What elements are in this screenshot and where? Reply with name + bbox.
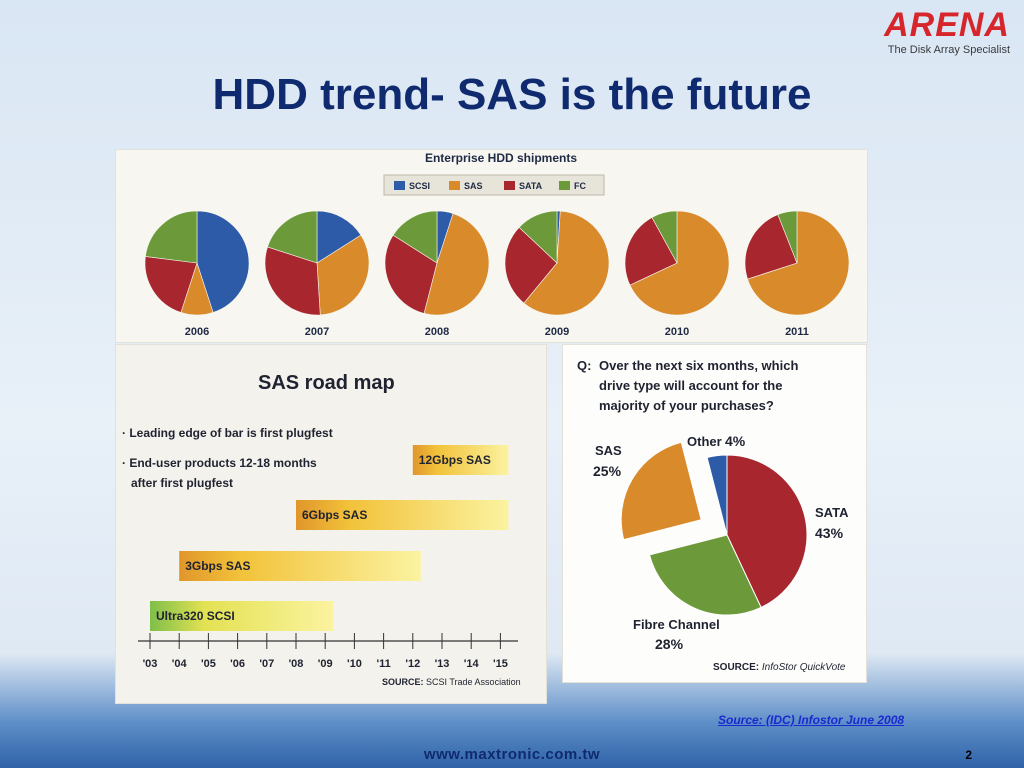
pie-slice-2009-fc (518, 210, 558, 264)
pie-slice-2006-scsi (196, 210, 250, 313)
logo-wordmark: ARENA (884, 6, 1010, 44)
footer-url: www.maxtronic.com.tw (423, 746, 601, 763)
slice-category-label: SATA (815, 505, 849, 520)
roadmap-bar (412, 445, 509, 475)
x-tick-label: '13 (435, 658, 450, 670)
question-prefix: Q: (577, 358, 591, 373)
legend-label: FC (574, 181, 586, 191)
roadmap-bar-label: 12Gbps SAS (419, 453, 491, 467)
legend-label: SCSI (409, 181, 430, 191)
pie-slice-2007-sata (264, 246, 321, 316)
slice-percent-label: 4% (725, 433, 746, 449)
x-tick-label: '07 (259, 658, 274, 670)
year-label: 2010 (665, 326, 689, 338)
pie-slice-2008-sas (423, 213, 490, 316)
roadmap-note: after first plugfest (131, 476, 233, 490)
legend-swatch (449, 181, 460, 190)
legend-swatch (504, 181, 515, 190)
arena-logo: ARENA The Disk Array Specialist (860, 6, 1010, 56)
pie-slice-2010-sas (629, 210, 730, 316)
roadmap-bar (296, 500, 509, 530)
x-tick-label: '11 (376, 658, 390, 670)
x-tick-label: '12 (405, 658, 420, 670)
question-line: Over the next six months, which (599, 358, 798, 373)
x-tick-label: '08 (289, 658, 304, 670)
pie-group: 2006 2007 2008 2009 2010 2011 (144, 210, 850, 338)
roadmap-bar-label: Ultra320 SCSI (156, 609, 235, 623)
chart-title: SAS road map (258, 372, 395, 394)
pie-slice-sata (726, 454, 808, 609)
legend-swatch (394, 181, 405, 190)
x-tick-label: '03 (143, 658, 158, 670)
slice-percent-label: 25% (593, 463, 622, 479)
question-line: majority of your purchases? (599, 398, 774, 413)
x-tick-label: '09 (318, 658, 333, 670)
x-tick-label: '05 (201, 658, 216, 670)
pie (620, 441, 808, 616)
slice-percent-label: 43% (815, 525, 844, 541)
question-line: drive type will account for the (599, 378, 782, 393)
roadmap-bar-label: 3Gbps SAS (185, 559, 250, 573)
purchase-source: SOURCE: InfoStor QuickVote (713, 662, 846, 673)
pie-slice-2011-fc (777, 210, 798, 264)
pie-slice-2011-sas (747, 210, 850, 316)
slide-title: HDD trend- SAS is the future (212, 70, 812, 119)
roadmap-note: · Leading edge of bar is first plugfest (122, 426, 333, 440)
legend-label: SATA (519, 181, 543, 191)
x-tick-label: '04 (172, 658, 188, 670)
roadmap-bars: 12Gbps SAS 6Gbps SAS 3Gbps SAS Ultra320 SCS… (150, 445, 509, 631)
roadmap-note: · End-user products 12-18 months (122, 456, 317, 470)
pie-slice-fibre-channel (648, 534, 762, 616)
x-axis: '03 '04 '05 '06 '07 '08 '09 '10 '11 '12 '13 '14 '15 (143, 633, 508, 670)
legend: SCSI SAS SATA FC (394, 181, 586, 191)
sas-roadmap-chart: SAS road map · Leading edge of bar is fi… (122, 372, 521, 687)
pie-labels: SATA 43% Fibre Channel 28% SAS 25% Other 4% (593, 433, 849, 652)
pie-slice-2006-fc (145, 210, 198, 264)
year-label: 2009 (545, 326, 569, 338)
pie-slice-2010-sata (624, 217, 678, 286)
page-number: 2 (965, 748, 972, 762)
purchase-intent-panel: Q: Over the next six months, which drive… (563, 345, 866, 682)
year-label: 2006 (185, 326, 209, 338)
roadmap-bar-label: 6Gbps SAS (302, 508, 367, 522)
roadmap-bar (150, 601, 334, 631)
hdd-shipments-chart: Enterprise HDD shipments SCSI SAS SATA FC 2… (144, 151, 850, 338)
year-label: 2011 (785, 326, 809, 338)
pie-slice-2009-sas (523, 210, 610, 316)
slice-percent-label: 28% (655, 636, 684, 652)
pie-slice-2010-fc (651, 210, 678, 264)
roadmap-source: SOURCE: SCSI Trade Association (382, 677, 521, 687)
x-tick-label: '14 (464, 658, 480, 670)
logo-tagline: The Disk Array Specialist (887, 44, 1010, 56)
pie-slice-sas (620, 441, 702, 541)
sas-roadmap-panel: SAS road map · Leading edge of bar is fi… (116, 345, 546, 703)
pie-slice-2007-fc (267, 210, 318, 264)
slice-category-label: Fibre Channel (633, 617, 720, 632)
hdd-shipments-panel: Enterprise HDD shipments SCSI SAS SATA FC 2… (116, 150, 867, 342)
legend-box (383, 174, 605, 196)
x-tick-label: '15 (493, 658, 508, 670)
pie-slice-2007-scsi (316, 210, 362, 264)
slice-category-label: SAS (595, 443, 622, 458)
pie-slice-other (706, 454, 728, 536)
legend-label: SAS (464, 181, 483, 191)
year-label: 2007 (305, 326, 329, 338)
pie-slice-2007-sas (316, 234, 370, 316)
pie-slice-2006-sata (144, 256, 198, 313)
year-label: 2008 (425, 326, 449, 338)
chart-title: Enterprise HDD shipments (425, 151, 577, 165)
legend-swatch (559, 181, 570, 190)
x-tick-label: '10 (347, 658, 362, 670)
x-tick-label: '06 (230, 658, 245, 670)
slice-category-label: Other (687, 434, 722, 449)
pie-slice-2008-sata (384, 234, 438, 314)
pie-slice-2008-fc (392, 210, 438, 264)
purchase-intent-chart: Q: Over the next six months, which drive… (577, 358, 849, 673)
source-link[interactable]: Source: (IDC) Infostor June 2008 (718, 713, 905, 727)
pie-slice-2009-sata (504, 226, 558, 304)
roadmap-bar (179, 551, 421, 581)
